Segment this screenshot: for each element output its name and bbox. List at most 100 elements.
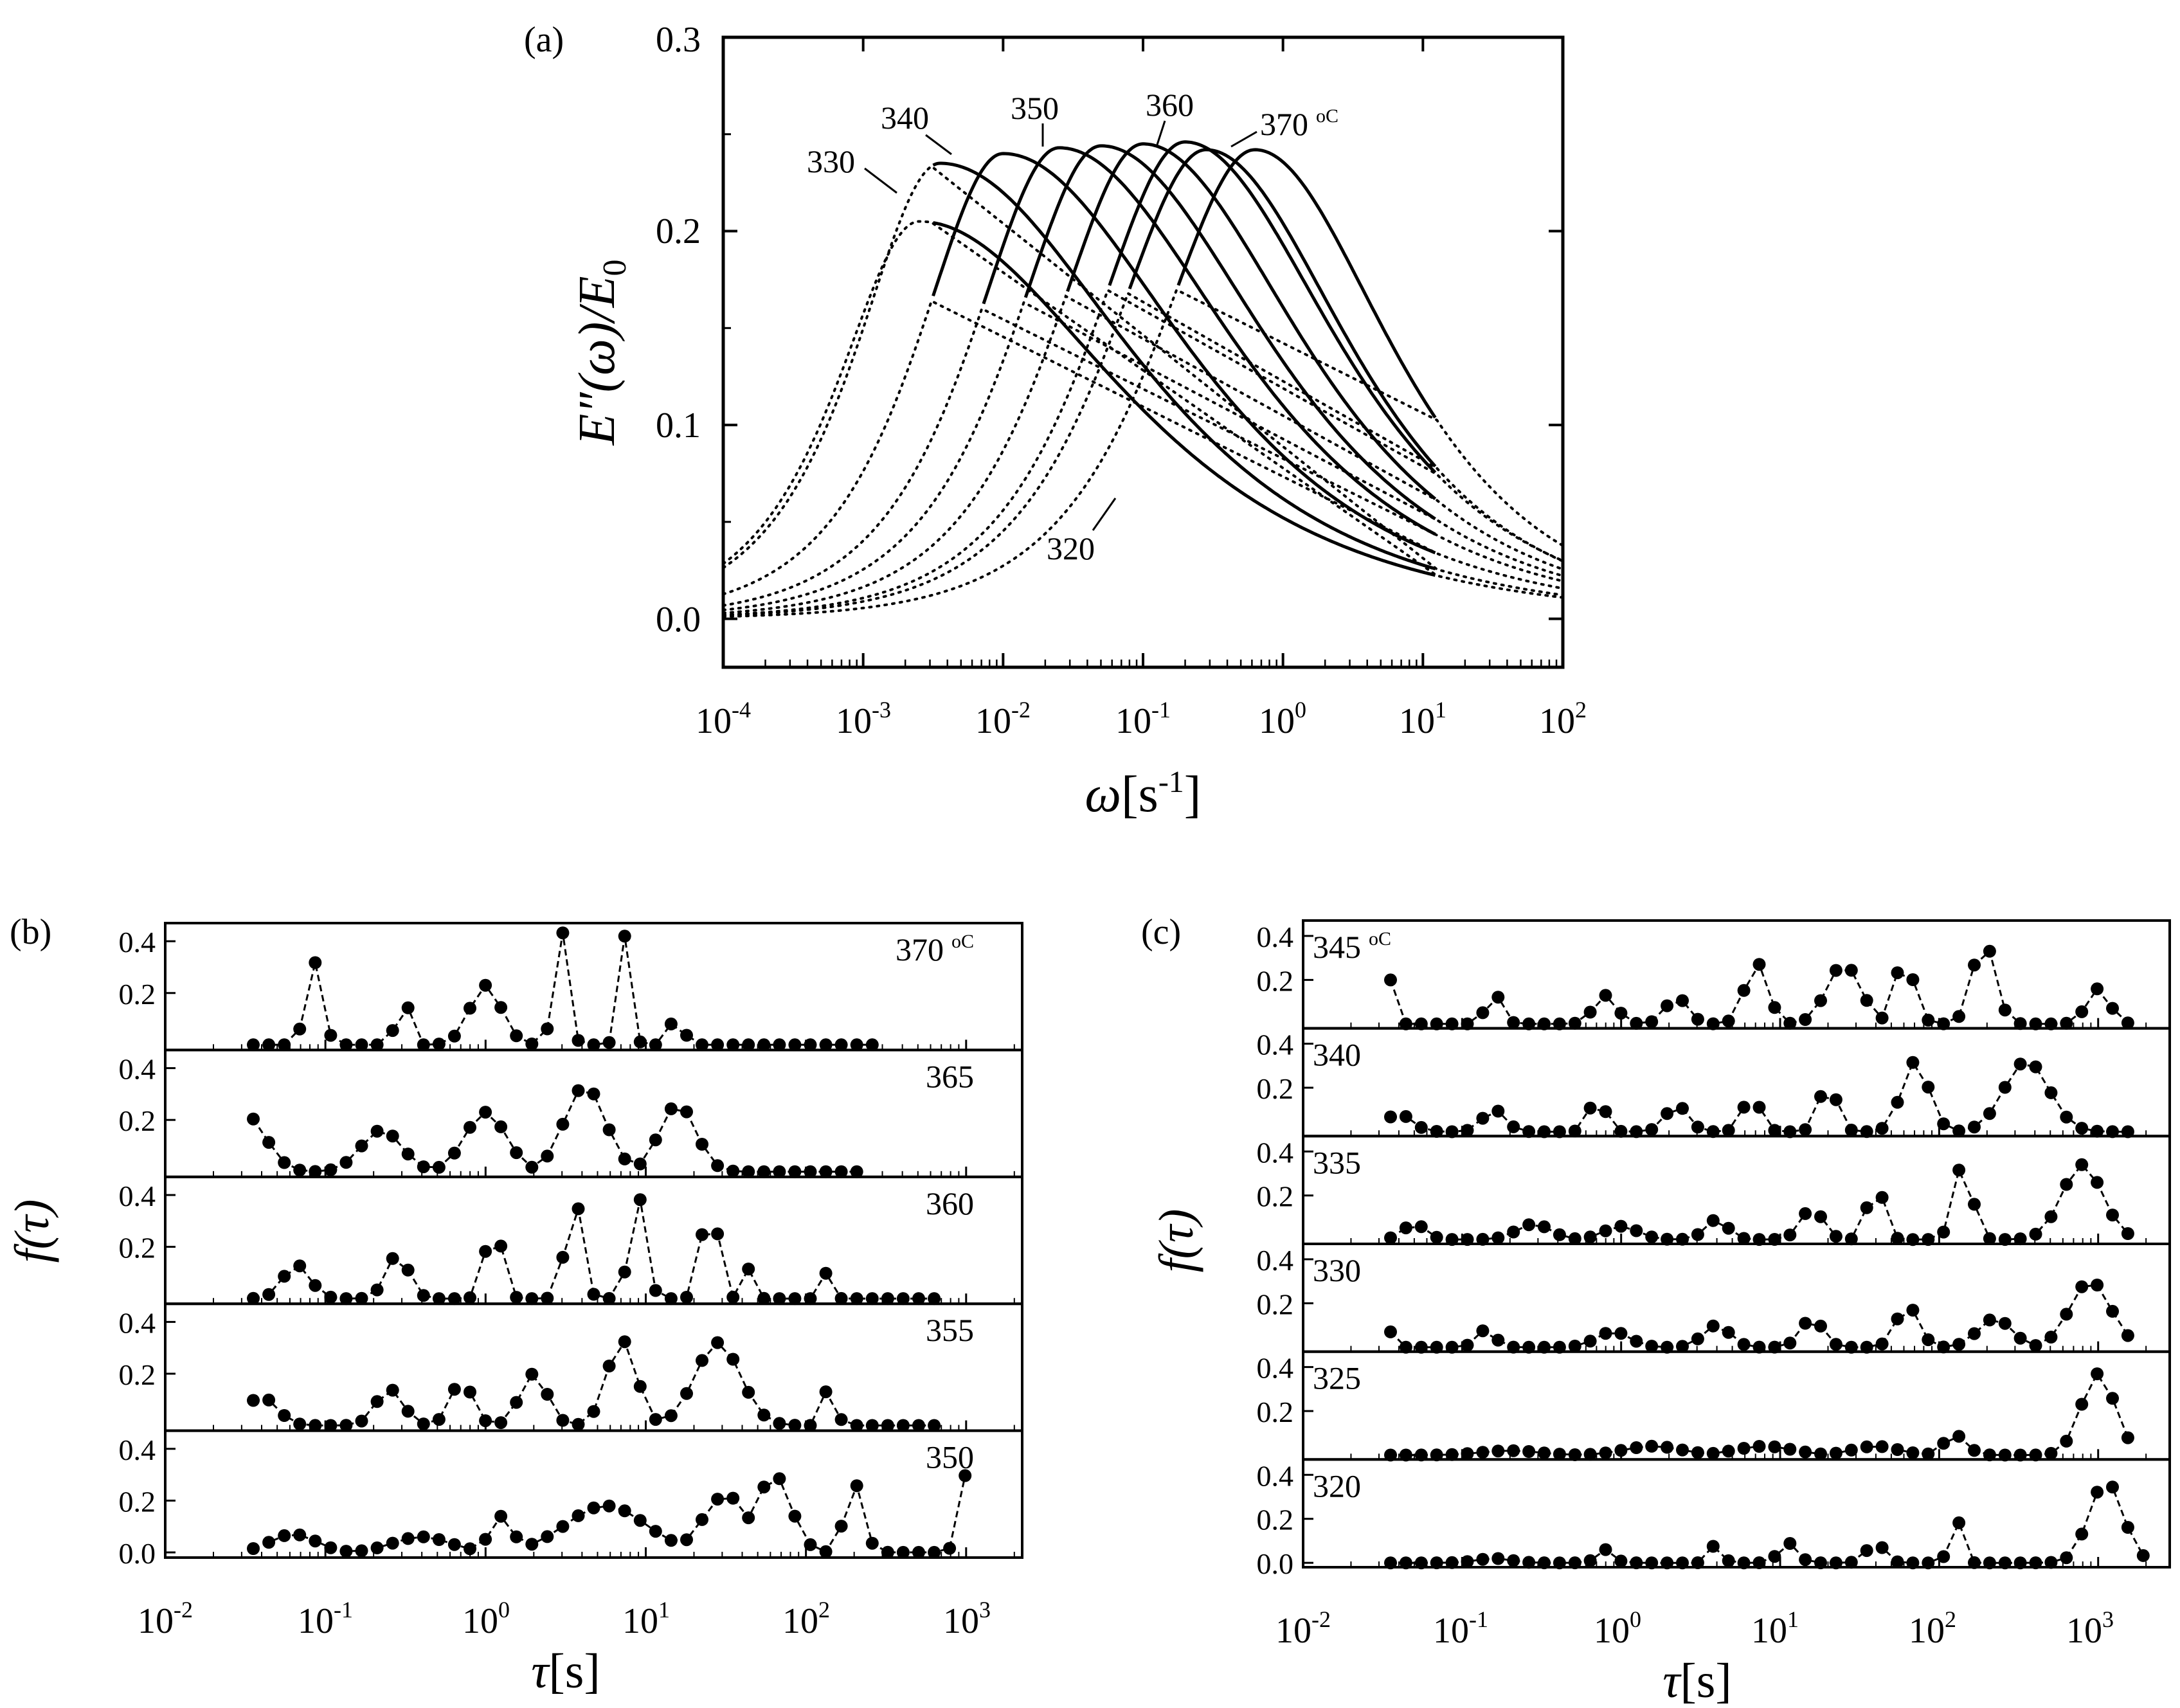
panel-b-data-point [773, 1292, 786, 1306]
panel-c-data-point [1430, 1230, 1443, 1244]
panel-b-data-point [757, 1408, 771, 1422]
panel-b-data-point [278, 1038, 291, 1052]
panel-b-data-point [556, 1117, 570, 1131]
panel-c-data-point [1829, 1446, 1842, 1460]
panel-c-data-point [2075, 1280, 2089, 1293]
panel-c-data-point [1783, 1228, 1797, 1242]
panel-c-data-point [2044, 1331, 2058, 1344]
panel-c-data-point [1676, 994, 1689, 1007]
panel-c-subplot-frame [1302, 919, 2171, 1030]
panel-c-data-point [1676, 1232, 1689, 1246]
panel-c-data-point [1875, 1440, 1889, 1453]
panel-b-data-point [447, 1029, 461, 1043]
panel-c-data-point [1568, 1448, 1581, 1461]
panel-c-data-point [1768, 1233, 1781, 1246]
panel-c-data-point [1384, 1325, 1397, 1338]
panel-c-data-point [1844, 1443, 1858, 1457]
panel-b-data-point [525, 1038, 539, 1050]
panel-c-data-point [1799, 1317, 1812, 1330]
panel-c-ytick-label: 0.4 [1257, 1244, 1294, 1277]
panel-b-data-point [386, 1536, 399, 1550]
panel-c-data-point [1829, 964, 1842, 977]
panel-b-data-point [479, 1533, 492, 1546]
panel-b-data-point [881, 1292, 894, 1306]
series-365-measured [1128, 148, 1437, 468]
panel-b-data-point [587, 1038, 600, 1052]
panel-c-data-point [1737, 984, 1751, 997]
panel-c-ytick-label: 0.2 [1257, 1504, 1294, 1536]
panel-b-data-point [556, 1414, 570, 1427]
panel-b-data-point [819, 1545, 833, 1558]
panel-b-data-point [742, 1038, 755, 1052]
panel-b-data-point [525, 1367, 539, 1381]
panel-b-data-point [742, 1165, 755, 1178]
panel-c-data-point [1522, 1125, 1536, 1138]
panel-b-data-point [649, 1038, 662, 1052]
panel-c-data-point [1676, 1443, 1689, 1457]
panel-c-data-point [2029, 1060, 2042, 1074]
panel-b-data-point [464, 1291, 476, 1304]
panel-b-data-point [804, 1038, 817, 1052]
panel-c-data-point [1737, 1442, 1751, 1455]
panel-c-data-point [1814, 1210, 1827, 1223]
panel-c-data-point [1922, 1333, 1935, 1347]
panel-b-data-point [711, 1227, 725, 1241]
panel-c-data-point [1722, 1326, 1735, 1339]
panel-c-data-point [1399, 1221, 1412, 1235]
panel-b-temp-label: 360 [926, 1185, 974, 1221]
panel-b-data-point [834, 1520, 848, 1533]
panel-c-xtick-5: 103 [2066, 1606, 2114, 1651]
panel-c-data-point [1645, 1123, 1659, 1137]
panel-c-data-point [1783, 1336, 1797, 1350]
panel-b-ytick-label: 0.2 [119, 1232, 156, 1264]
series-360-measured [1108, 140, 1437, 474]
panel-b-data-point [711, 1159, 725, 1173]
panel-a-xlabel: ω[s-1] [1085, 765, 1202, 823]
panel-b-data-point [510, 1146, 523, 1160]
panel-c-data-point [1968, 958, 1981, 972]
annotation-330-arrow [864, 167, 897, 194]
series-350-measured [1023, 144, 1436, 521]
panel-b-data-point [401, 1147, 415, 1161]
panel-b-data-point [773, 1165, 786, 1178]
panel-c-data-point [1538, 1446, 1551, 1460]
panel-c-data-point [1645, 1556, 1659, 1570]
panel-b-data-point [757, 1165, 771, 1178]
panel-c-data-point [2060, 1016, 2073, 1030]
panel-c-data-point [1614, 1219, 1628, 1233]
panel-c-temp-label: 340 [1313, 1037, 1361, 1073]
panel-b-data-point [386, 1383, 399, 1397]
panel-b-ytick-label: 0.2 [119, 1485, 156, 1518]
panel-c-data-point [2121, 1227, 2134, 1240]
panel-b-data-point [309, 1419, 322, 1432]
panel-c-ytick-label: 0.4 [1257, 921, 1294, 953]
panel-a-xtick-5: 101 [1399, 697, 1446, 741]
panel-c-data-point [1875, 1541, 1889, 1554]
panel-c-data-point [1906, 1304, 1920, 1317]
panel-c-data-point [2091, 1279, 2104, 1291]
panel-a: (a) 0.0 0.1 0.2 0.3 10-4 10-3 10-2 10-1 … [524, 20, 1587, 823]
panel-c-data-point [2075, 1122, 2089, 1135]
panel-c-data-point [2121, 1431, 2134, 1444]
panel-b-data-point [247, 1291, 260, 1305]
panel-c-data-point [2013, 1017, 2027, 1030]
panel-b-data-point [587, 1087, 600, 1101]
panel-b-data-point [819, 1165, 833, 1178]
panel-c-data-point [2121, 1521, 2134, 1534]
panel-b-data-point [572, 1202, 585, 1216]
panel-b-data-point [556, 926, 570, 940]
panel-c-data-point [1799, 1207, 1812, 1220]
panel-c-temp-label: 320 [1313, 1468, 1361, 1504]
panel-c-subplot-325: 0.2 0.4 325 [1257, 1350, 2171, 1462]
panel-c-data-point [1814, 1447, 1827, 1461]
panel-c-data-point [1875, 1337, 1889, 1351]
panel-b-xtick-3: 101 [622, 1597, 670, 1641]
panel-b-data-point [278, 1156, 291, 1169]
panel-c-data-point [2029, 1339, 2042, 1353]
panel-c-data-point [1891, 1555, 1904, 1569]
panel-a-xtick-3: 10-1 [1115, 697, 1171, 741]
panel-b-data-point [479, 1414, 492, 1428]
panel-c-data-point [1983, 1448, 1996, 1462]
panel-c-data-point [1722, 1124, 1735, 1137]
panel-b-data-point [510, 1396, 523, 1409]
